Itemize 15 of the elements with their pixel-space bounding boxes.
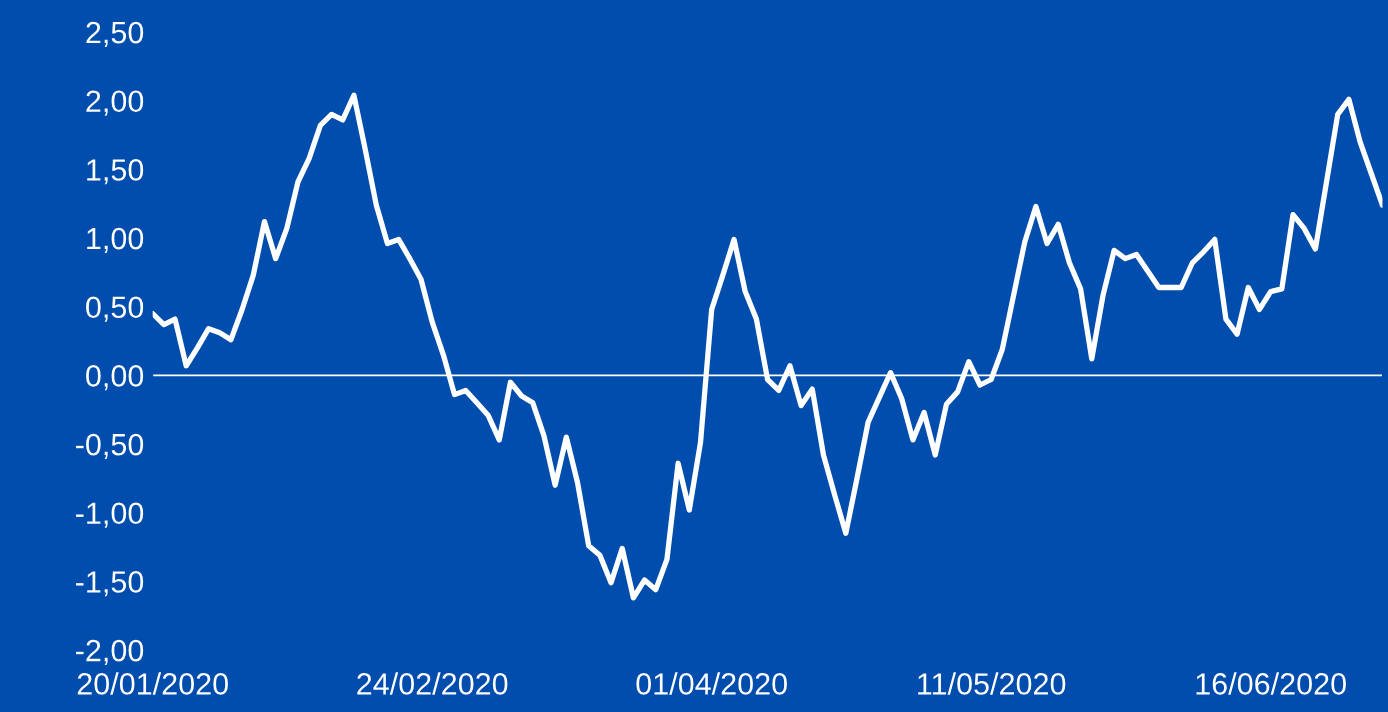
- x-tick-label: 16/06/2020: [1196, 672, 1346, 695]
- y-tick-label: -1,00: [76, 502, 144, 528]
- y-tick-label: 1,00: [87, 227, 144, 254]
- y-tick-label: -1,50: [76, 571, 144, 597]
- y-tick-label: -2,00: [76, 639, 144, 666]
- y-tick-label: 1,50: [87, 159, 144, 185]
- x-tick-label: 20/01/2020: [77, 672, 228, 695]
- x-tick-label: 11/05/2020: [918, 672, 1066, 695]
- y-tick-label: 0,00: [86, 365, 144, 391]
- y-tick-label: 0,50: [86, 296, 144, 322]
- x-tick-label: 24/02/2020: [357, 672, 508, 695]
- y-tick-label: 2,00: [86, 90, 144, 116]
- y-tick-label: -0,50: [76, 433, 144, 460]
- x-tick-label: 01/04/2020: [636, 672, 787, 695]
- y-tick-label: 2,50: [86, 21, 144, 48]
